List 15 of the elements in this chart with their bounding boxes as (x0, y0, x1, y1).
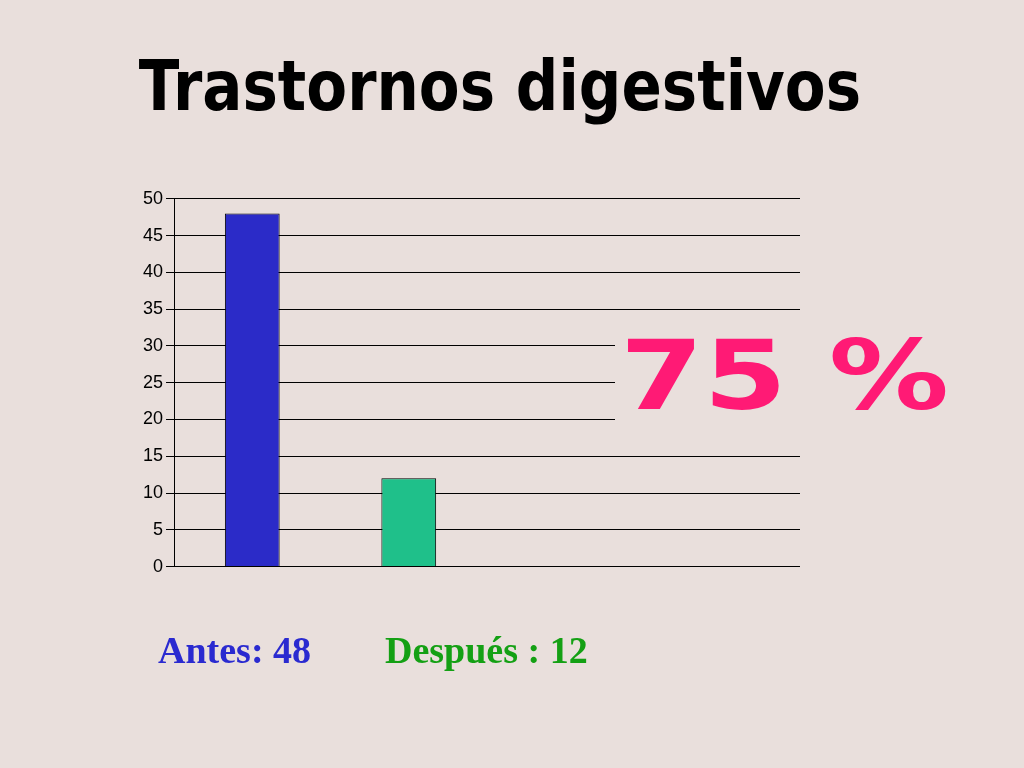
y-tick-label: 10 (142, 482, 164, 503)
y-tick-label: 35 (142, 298, 164, 319)
y-tick-label: 20 (142, 408, 164, 429)
y-tick-label: 5 (153, 518, 164, 539)
y-tick-label: 30 (142, 334, 164, 355)
annotation: 75 % (615, 320, 954, 432)
y-tick-label: 40 (142, 261, 164, 282)
y-tick-label: 50 (142, 187, 164, 208)
y-tick-label: 15 (142, 445, 164, 466)
y-tick-label: 0 (153, 555, 164, 576)
chart-title: Trastornos digestivos (137, 45, 863, 127)
y-tick-label: 25 (142, 371, 164, 392)
y-tick-label: 45 (142, 224, 164, 245)
text: Después : 12 (385, 628, 588, 672)
text: Antes: 48 (158, 628, 312, 672)
